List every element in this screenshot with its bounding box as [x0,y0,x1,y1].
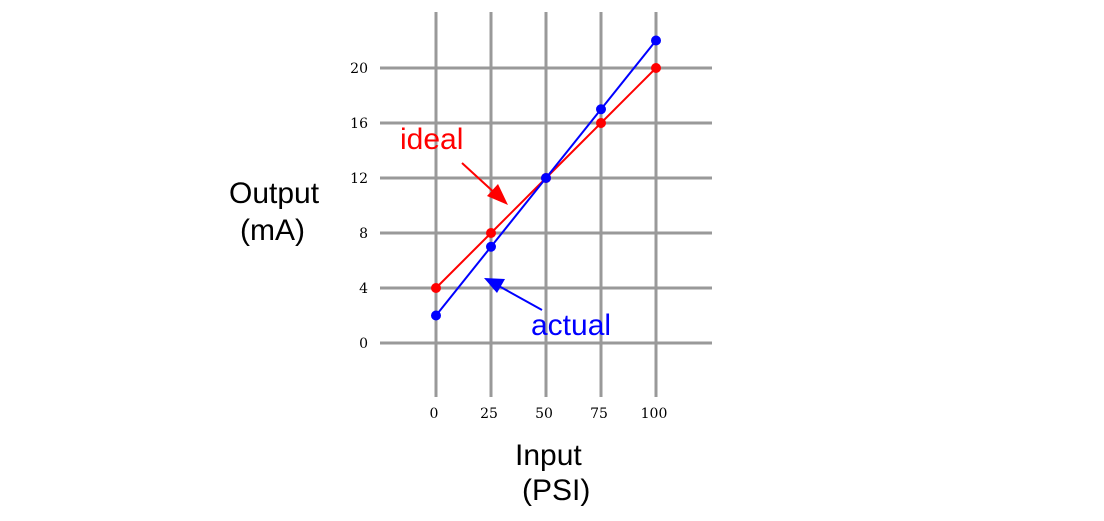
x-tick-label-4: 100 [641,406,668,422]
x-axis-label: Input [515,439,582,472]
ideal-arrow-shaft [461,162,499,197]
x-tick-label-2: 50 [535,406,553,422]
data-point-actual-4 [651,35,661,46]
data-point-ideal-3 [596,118,606,128]
y-tick-labels: 0 4 8 12 16 20 [350,61,368,352]
x-tick-labels: 0 25 50 75 100 [430,406,668,422]
data-point-actual-3 [596,104,606,115]
x-axis-title: Input (PSI) [515,439,590,507]
y-tick-label-2: 8 [359,226,368,242]
ideal-label: ideal [400,123,463,156]
y-tick-label-0: 0 [359,336,368,352]
y-tick-label-4: 16 [350,116,368,132]
y-axis-title: Output (mA) [229,177,320,247]
y-tick-label-3: 12 [350,171,368,187]
actual-arrow-shaft [496,284,543,311]
actual-label: actual [531,309,611,342]
y-tick-label-5: 20 [350,61,368,77]
y-axis-label: Output [229,177,320,210]
actual-arrow-head [484,278,505,293]
annotations: ideal actual [400,123,611,342]
y-tick-label-1: 4 [359,281,368,297]
data-point-ideal-0 [431,283,441,293]
data-point-actual-2 [541,173,551,183]
x-tick-label-1: 25 [480,406,498,422]
x-tick-label-3: 75 [590,406,608,422]
data-point-ideal-1 [486,228,496,238]
data-point-actual-1 [486,241,496,252]
y-axis-unit: (mA) [240,214,305,247]
series-lines [431,35,661,321]
data-point-actual-0 [431,310,441,321]
ideal-arrow-head [487,184,508,205]
x-tick-label-0: 0 [430,406,439,422]
data-point-ideal-4 [651,63,661,73]
x-axis-unit: (PSI) [522,474,590,507]
